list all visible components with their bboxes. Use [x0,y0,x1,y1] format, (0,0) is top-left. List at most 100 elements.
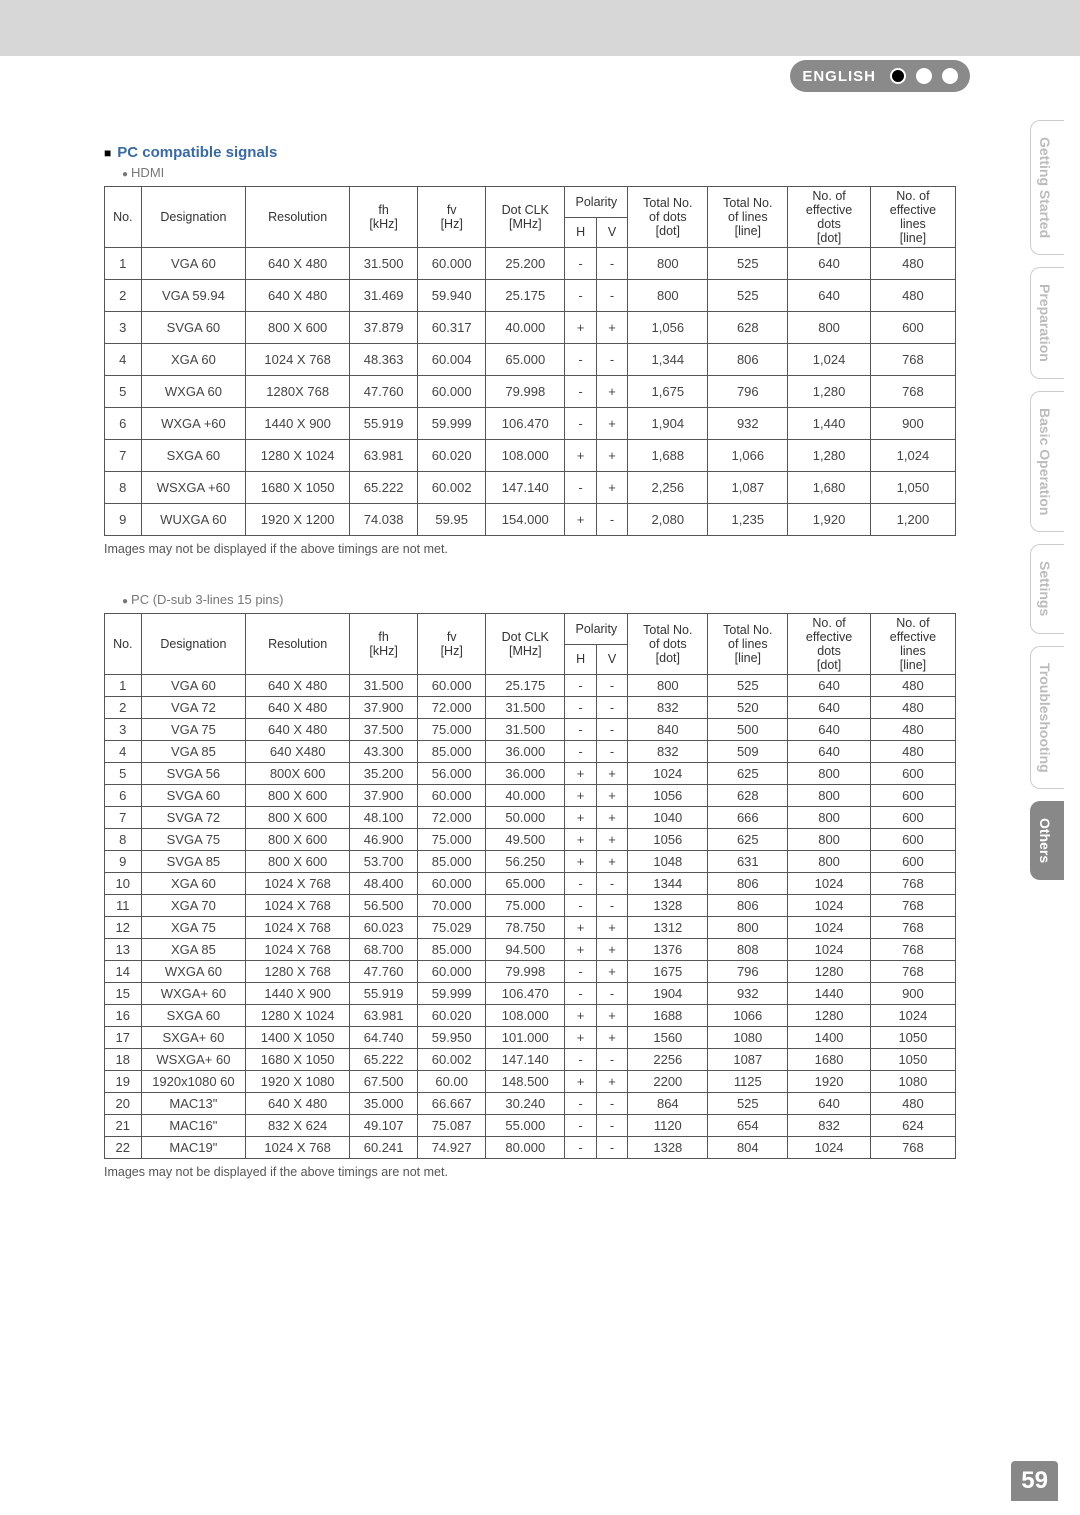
table-cell: 1120 [628,1115,708,1137]
table-row: 3VGA 75640 X 48037.50075.00031.500--8405… [105,719,956,741]
table-cell: 1280 X 1024 [246,440,350,472]
table-cell: 72.000 [418,697,486,719]
table-cell: + [596,1005,627,1027]
table-cell: MAC19" [141,1137,246,1159]
table-cell: 2 [105,697,142,719]
table-cell: - [565,1093,596,1115]
table-cell: SXGA+ 60 [141,1027,246,1049]
table-cell: 1024 [870,1005,955,1027]
table-cell: 60.000 [418,785,486,807]
table-cell: - [565,697,596,719]
table-cell: + [596,961,627,983]
table-cell: + [596,829,627,851]
col-fv: fv[Hz] [418,187,486,248]
table-cell: 56.000 [418,763,486,785]
table-cell: 480 [870,741,955,763]
table-cell: 1,066 [708,440,788,472]
table-cell: 1066 [708,1005,788,1027]
table-cell: VGA 72 [141,697,246,719]
page-number: 59 [1011,1461,1058,1501]
side-tabs: Getting Started Preparation Basic Operatio… [1030,120,1064,880]
table-cell: 1024 X 768 [246,1137,350,1159]
table-cell: + [596,1071,627,1093]
table-cell: 60.023 [350,917,418,939]
table-cell: 1024 [788,917,871,939]
table-cell: - [565,741,596,763]
table-cell: 640 X 480 [246,248,350,280]
table-cell: - [596,1137,627,1159]
top-header-bar [0,0,1080,56]
table-cell: 13 [105,939,142,961]
table-cell: 1,904 [628,408,708,440]
table-cell: 640 [788,675,871,697]
table-cell: 3 [105,719,142,741]
bullet-icon: ● [122,169,128,180]
table-cell: 63.981 [350,440,418,472]
table-cell: - [565,280,596,312]
table-cell: - [596,344,627,376]
table-cell: 800 X 600 [246,851,350,873]
table-cell: + [565,829,596,851]
table-cell: 1056 [628,785,708,807]
tab-troubleshooting[interactable]: Troubleshooting [1030,646,1064,790]
table-cell: VGA 75 [141,719,246,741]
table-cell: 43.300 [350,741,418,763]
table-row: 2VGA 59.94640 X 48031.46959.94025.175--8… [105,280,956,312]
table-cell: - [596,1093,627,1115]
table-cell: 59.999 [418,983,486,1005]
table-cell: 640 X480 [246,741,350,763]
table-cell: 1280X 768 [246,376,350,408]
table-cell: - [596,1049,627,1071]
table-cell: 1056 [628,829,708,851]
table-cell: - [565,1115,596,1137]
tab-getting-started[interactable]: Getting Started [1030,120,1064,255]
tab-others[interactable]: Others [1030,801,1064,880]
table-cell: + [565,504,596,536]
table-row: 21MAC16"832 X 62449.10775.08755.000--112… [105,1115,956,1137]
table-cell: 72.000 [418,807,486,829]
table-cell: 509 [708,741,788,763]
table-cell: - [565,983,596,1005]
table-cell: 1,680 [788,472,871,504]
table-cell: 1400 [788,1027,871,1049]
table-cell: XGA 70 [141,895,246,917]
table-cell: 1312 [628,917,708,939]
table-cell: 796 [708,376,788,408]
col-resolution: Resolution [246,614,350,675]
table-cell: 1,920 [788,504,871,536]
table-cell: XGA 60 [141,873,246,895]
table-cell: 60.000 [418,376,486,408]
table-cell: 106.470 [486,983,565,1005]
table-cell: 48.363 [350,344,418,376]
table-cell: 50.000 [486,807,565,829]
tab-basic-operation[interactable]: Basic Operation [1030,391,1064,532]
table-cell: 625 [708,829,788,851]
tab-settings[interactable]: Settings [1030,544,1064,633]
table-row: 11XGA 701024 X 76856.50070.00075.000--13… [105,895,956,917]
table-row: 14WXGA 601280 X 76847.76060.00079.998-+1… [105,961,956,983]
table-cell: 53.700 [350,851,418,873]
table-cell: + [596,807,627,829]
table-cell: 35.200 [350,763,418,785]
table-cell: 154.000 [486,504,565,536]
table-cell: + [596,440,627,472]
table-cell: 800 [788,312,871,344]
table-cell: - [596,719,627,741]
table-cell: 800 [788,829,871,851]
table-cell: 20 [105,1093,142,1115]
table-cell: 6 [105,408,142,440]
table-cell: 800 [708,917,788,939]
table-cell: 600 [870,785,955,807]
table-row: 6SVGA 60800 X 60037.90060.00040.000++105… [105,785,956,807]
table-cell: 47.760 [350,376,418,408]
table-cell: 148.500 [486,1071,565,1093]
table-cell: 806 [708,344,788,376]
table-cell: 75.000 [418,719,486,741]
tab-preparation[interactable]: Preparation [1030,267,1064,379]
table-cell: 60.020 [418,440,486,472]
table-cell: 16 [105,1005,142,1027]
table-cell: 1024 [788,873,871,895]
table-cell: 1,056 [628,312,708,344]
table-cell: 768 [870,344,955,376]
table-cell: 900 [870,983,955,1005]
